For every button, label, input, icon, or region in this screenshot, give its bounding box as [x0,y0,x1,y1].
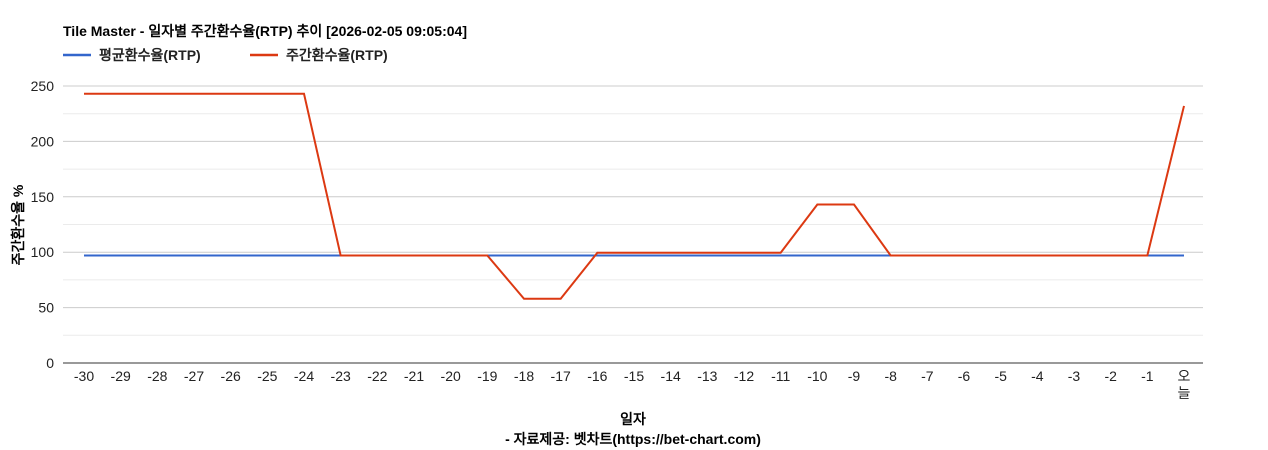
x-tick-label: -1 [1141,368,1154,384]
x-tick-label: -16 [587,368,607,384]
x-tick-label: -15 [624,368,644,384]
legend-label: 주간환수율(RTP) [286,47,388,63]
x-tick-label: -8 [884,368,897,384]
y-tick-label: 0 [46,355,54,371]
series-line-weekly-rtp [84,92,1185,300]
legend-label: 평균환수율(RTP) [99,47,201,63]
y-axis-label: 주간환수율 % [10,184,26,265]
x-tick-label: -13 [697,368,717,384]
series-lines [84,92,1185,300]
footer-credit: - 자료제공: 벳차트(https://bet-chart.com) [505,431,761,447]
x-tick-label: -4 [1031,368,1044,384]
x-tick-label: -11 [771,368,790,384]
x-tick-label: -26 [221,368,241,384]
x-axis: -30 -29 -28 -27 -26 -25 -24 -23 -22 -21 -20 -19 -18 -… [74,368,1191,401]
legend: 평균환수율(RTP) 주간환수율(RTP) [63,47,388,63]
x-axis-label: 일자 [620,411,646,427]
y-tick-label: 250 [31,78,55,94]
x-tick-label: -2 [1104,368,1117,384]
x-tick-label: -24 [294,368,314,384]
x-tick-label: -29 [111,368,131,384]
y-tick-label: 200 [31,133,55,149]
x-tick-label: -7 [921,368,934,384]
x-tick-label: -28 [147,368,167,384]
x-tick-label: -18 [514,368,534,384]
x-tick-label: -21 [404,368,424,384]
x-tick-label: -30 [74,368,94,384]
x-tick-label: -27 [184,368,204,384]
y-tick-label: 150 [31,189,55,205]
x-tick-label: -14 [661,368,681,384]
x-tick-label: -12 [734,368,754,384]
x-tick-label: -6 [958,368,971,384]
x-tick-label: -9 [848,368,861,384]
x-tick-label: -3 [1068,368,1081,384]
x-tick-label: -10 [807,368,827,384]
x-tick-label: -20 [441,368,461,384]
x-tick-label: -25 [257,368,277,384]
chart-title: Tile Master - 일자별 주간환수율(RTP) 추이 [2026-02… [63,23,467,39]
x-tick-label: -22 [367,368,387,384]
y-tick-label: 50 [38,300,54,316]
y-tick-label: 100 [31,244,55,260]
x-tick-label: -5 [994,368,1007,384]
y-axis: 0 50 100 150 200 250 [31,78,55,371]
grid [63,85,1203,364]
x-tick-label: -19 [477,368,497,384]
x-tick-label: -23 [331,368,351,384]
x-tick-label: -17 [551,368,571,384]
